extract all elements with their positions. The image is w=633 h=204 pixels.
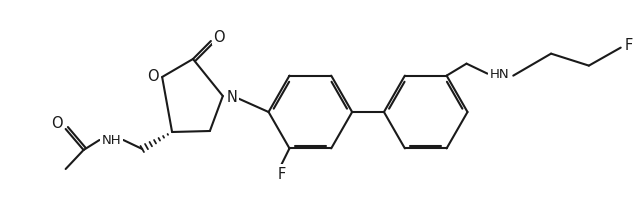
Text: NH: NH: [101, 134, 122, 147]
Text: O: O: [51, 116, 63, 131]
Text: O: O: [147, 69, 159, 84]
Text: O: O: [213, 29, 225, 44]
Text: N: N: [227, 90, 237, 105]
Text: HN: HN: [489, 68, 509, 81]
Text: F: F: [625, 38, 633, 53]
Text: F: F: [277, 166, 285, 181]
